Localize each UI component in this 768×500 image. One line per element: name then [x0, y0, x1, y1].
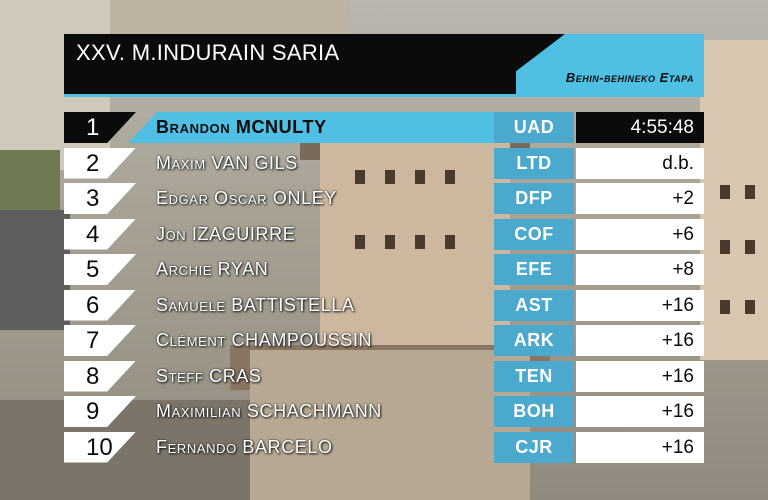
- rider-name: Steff CRAS: [156, 365, 262, 386]
- position-number: 6: [64, 289, 136, 321]
- position-number: 3: [64, 183, 136, 214]
- table-row: 7 Clément CHAMPOUSSIN ARK +16: [64, 325, 704, 356]
- position-number: 10: [64, 431, 136, 463]
- rider-name: Maximilian SCHACHMANN: [156, 401, 382, 421]
- time-gap: +16: [576, 289, 704, 321]
- team-code: TEN: [494, 360, 574, 392]
- table-row-leader: 1 Brandon MCNULTY UAD 4:55:48: [64, 112, 704, 143]
- rider-name: Clément CHAMPOUSSIN: [156, 330, 373, 350]
- rider-name: Brandon MCNULTY: [156, 117, 327, 137]
- time-gap: +16: [576, 396, 704, 427]
- team-code: AST: [494, 289, 574, 321]
- time-gap: +8: [576, 254, 704, 285]
- team-code: BOH: [494, 396, 574, 427]
- team-code: DFP: [494, 183, 574, 214]
- team-code: COF: [494, 218, 574, 250]
- stage-label: Behin-behineko Etapa: [565, 70, 694, 85]
- classification-header: XXV. M.INDURAIN SARIA Behin-behineko Eta…: [64, 34, 704, 97]
- table-row: 9 Maximilian SCHACHMANN BOH +16: [64, 396, 704, 427]
- table-row: 8 Steff CRAS TEN +16: [64, 360, 704, 392]
- time-gap: +16: [576, 431, 704, 463]
- rider-name: Maxim VAN GILS: [156, 152, 298, 173]
- time-gap: +2: [576, 183, 704, 214]
- table-row: 6 Samuele BATTISTELLA AST +16: [64, 289, 704, 321]
- table-row: 2 Maxim VAN GILS LTD d.b.: [64, 147, 704, 179]
- time-gap: +6: [576, 218, 704, 250]
- position-number: 5: [64, 254, 136, 285]
- position-number: 9: [64, 396, 136, 427]
- table-row: 3 Edgar Oscar ONLEY DFP +2: [64, 183, 704, 214]
- rider-name: Jon IZAGUIRRE: [156, 223, 296, 244]
- team-code: UAD: [494, 112, 574, 143]
- leader-highlight-bar: [128, 112, 494, 143]
- team-code: LTD: [494, 147, 574, 179]
- position-number: 4: [64, 218, 136, 250]
- rider-name: Fernando BARCELO: [156, 436, 333, 457]
- table-row: 10 Fernando BARCELO CJR +16: [64, 431, 704, 463]
- rider-name: Samuele BATTISTELLA: [156, 294, 355, 315]
- header-underline: [64, 94, 704, 97]
- team-code: CJR: [494, 431, 574, 463]
- time-gap: 4:55:48: [576, 112, 704, 143]
- time-gap: +16: [576, 360, 704, 392]
- position-number: 2: [64, 147, 136, 179]
- table-row: 4 Jon IZAGUIRRE COF +6: [64, 218, 704, 250]
- rider-name: Edgar Oscar ONLEY: [156, 188, 337, 208]
- position-number: 8: [64, 360, 136, 392]
- team-code: EFE: [494, 254, 574, 285]
- position-number: 1: [64, 112, 136, 143]
- table-row: 5 Archie RYAN EFE +8: [64, 254, 704, 285]
- rider-name: Archie RYAN: [156, 259, 269, 279]
- race-title: XXV. M.INDURAIN SARIA: [76, 40, 340, 65]
- time-gap: +16: [576, 325, 704, 356]
- position-number: 7: [64, 325, 136, 356]
- team-code: ARK: [494, 325, 574, 356]
- time-gap: d.b.: [576, 147, 704, 179]
